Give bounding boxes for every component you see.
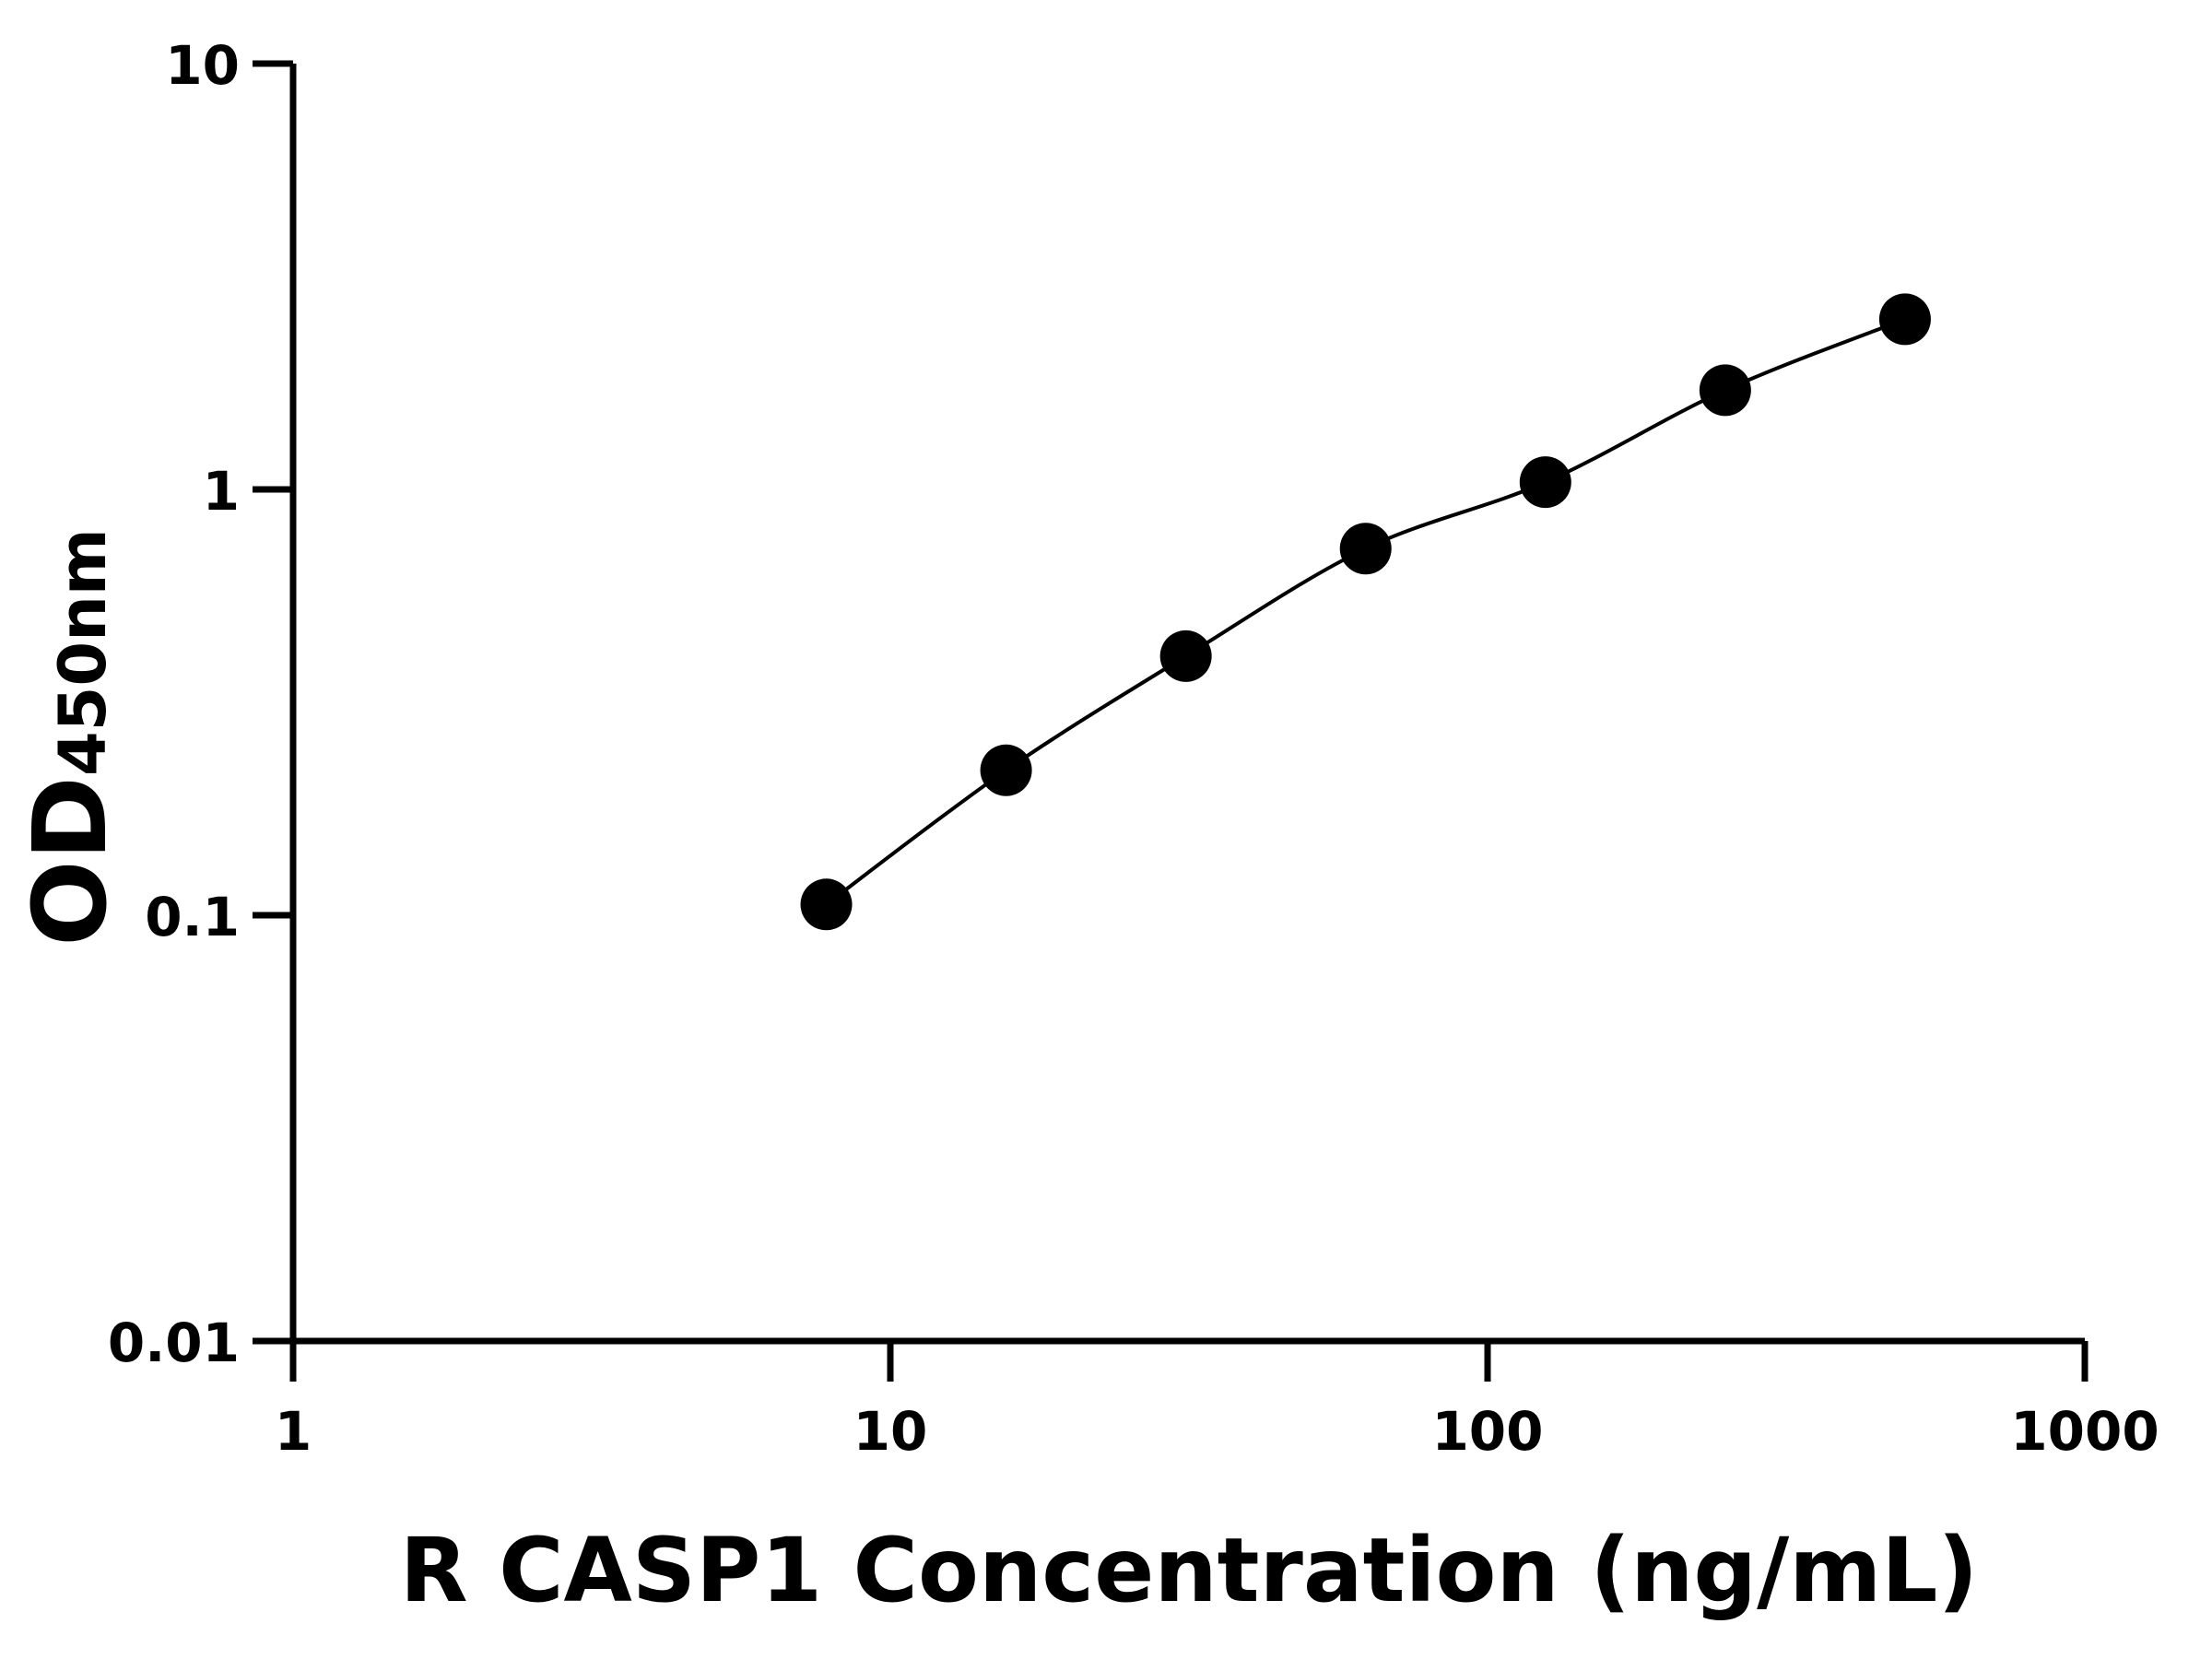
y-axis-label-subscript: 450nm bbox=[45, 528, 121, 776]
y-tick-label: 0.1 bbox=[145, 886, 240, 948]
x-tick-label: 10 bbox=[853, 1400, 928, 1463]
y-tick-label: 0.01 bbox=[108, 1312, 240, 1374]
x-axis-label: R CASP1 Concentration (ng/mL) bbox=[400, 1519, 1979, 1622]
y-axis-label: OD450nm bbox=[11, 528, 129, 947]
axes: 1 10 100 1000 0.01 0.1 1 10 bbox=[108, 34, 2159, 1463]
data-point bbox=[1519, 456, 1571, 509]
data-point bbox=[1699, 364, 1751, 417]
data-point bbox=[800, 878, 853, 931]
data-point bbox=[1339, 523, 1392, 575]
data-point bbox=[980, 744, 1032, 796]
data-points bbox=[800, 293, 1931, 931]
y-tick-label: 1 bbox=[203, 460, 240, 523]
y-tick-label: 10 bbox=[165, 34, 240, 97]
x-tick-label: 100 bbox=[1431, 1400, 1543, 1463]
x-tick-label: 1000 bbox=[2010, 1400, 2159, 1463]
y-axis-label-main: OD bbox=[11, 776, 129, 947]
data-point bbox=[1159, 629, 1212, 682]
data-point bbox=[1878, 293, 1931, 346]
x-tick-label: 1 bbox=[275, 1400, 312, 1463]
